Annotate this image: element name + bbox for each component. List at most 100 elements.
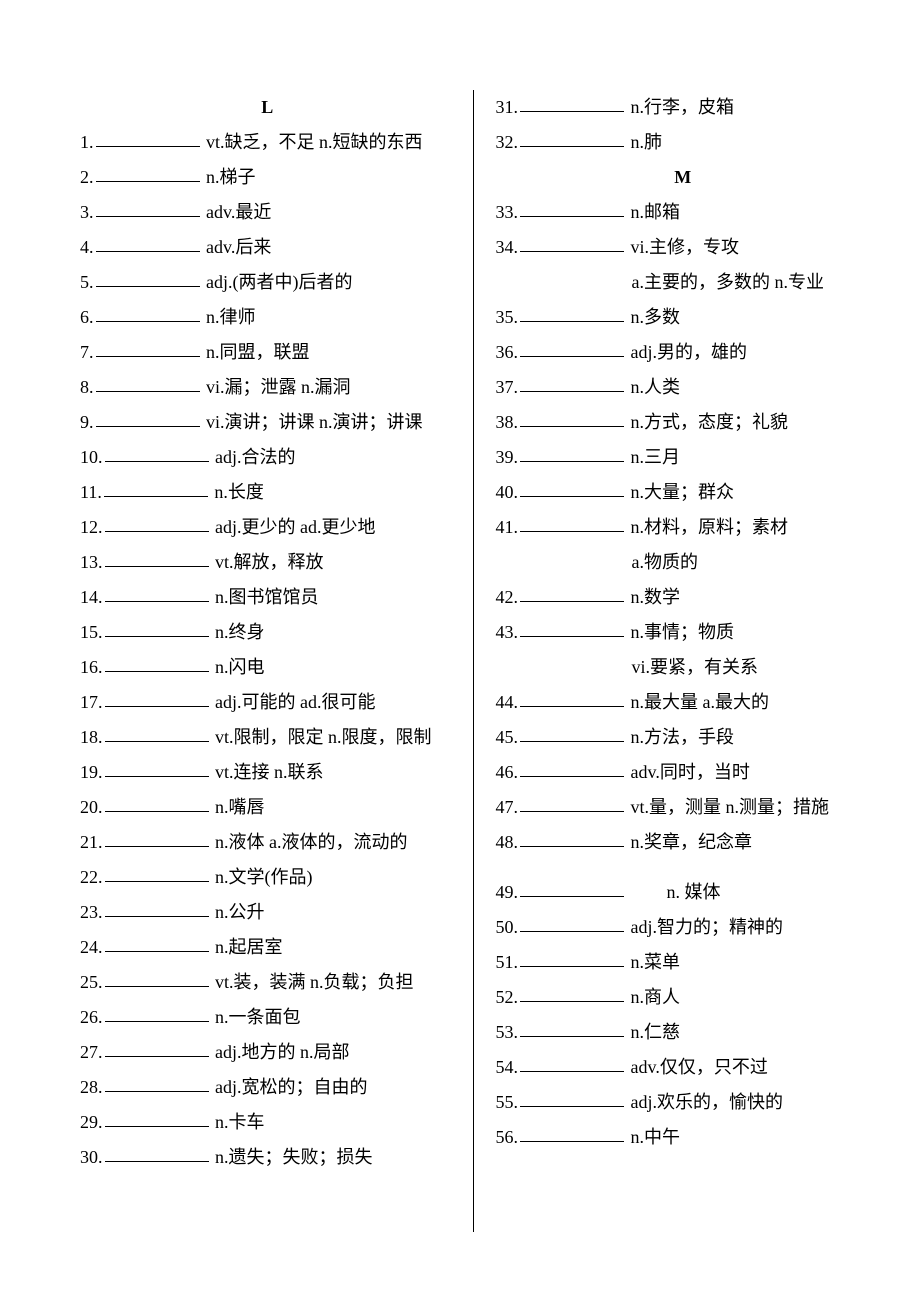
fill-blank[interactable]	[105, 829, 209, 847]
entry-number: 5.	[80, 265, 94, 300]
fill-blank[interactable]	[105, 794, 209, 812]
fill-blank[interactable]	[96, 199, 200, 217]
vocab-entry: 22. n.文学(作品)	[80, 860, 455, 895]
entry-definition: vi.演讲；讲课 n.演讲；讲课	[202, 412, 423, 432]
entry-number: 19.	[80, 755, 103, 790]
fill-blank[interactable]	[520, 689, 624, 707]
vocab-entry: 29. n.卡车	[80, 1105, 455, 1140]
fill-blank[interactable]	[105, 1004, 209, 1022]
fill-blank[interactable]	[520, 129, 624, 147]
fill-blank[interactable]	[96, 269, 200, 287]
fill-blank[interactable]	[520, 584, 624, 602]
fill-blank[interactable]	[520, 759, 624, 777]
fill-blank[interactable]	[105, 549, 209, 567]
fill-blank[interactable]	[520, 1019, 624, 1037]
vocab-entry: 25. vt.装，装满 n.负载；负担	[80, 965, 455, 1000]
fill-blank[interactable]	[105, 1039, 209, 1057]
fill-blank[interactable]	[520, 1089, 624, 1107]
vocab-entry: 41. n.材料，原料；素材	[496, 510, 871, 545]
fill-blank[interactable]	[105, 619, 209, 637]
entry-definition: n.起居室	[211, 937, 283, 957]
entry-definition: n.多数	[626, 307, 680, 327]
entry-number: 17.	[80, 685, 103, 720]
fill-blank[interactable]	[520, 444, 624, 462]
fill-blank[interactable]	[520, 1124, 624, 1142]
fill-blank[interactable]	[520, 514, 624, 532]
entry-number: 21.	[80, 825, 103, 860]
entry-definition: n.终身	[211, 622, 265, 642]
fill-blank[interactable]	[96, 374, 200, 392]
fill-blank[interactable]	[96, 164, 200, 182]
entry-number: 29.	[80, 1105, 103, 1140]
fill-blank[interactable]	[105, 689, 209, 707]
entry-definition: adj.地方的 n.局部	[211, 1042, 350, 1062]
fill-blank[interactable]	[105, 724, 209, 742]
fill-blank[interactable]	[520, 409, 624, 427]
entry-definition: n.肺	[626, 132, 662, 152]
fill-blank[interactable]	[105, 899, 209, 917]
entry-number: 27.	[80, 1035, 103, 1070]
fill-blank[interactable]	[520, 199, 624, 217]
entry-number: 22.	[80, 860, 103, 895]
entry-definition: vt.限制，限定 n.限度，限制	[211, 727, 432, 747]
section-header-l: L	[80, 90, 455, 125]
fill-blank[interactable]	[105, 934, 209, 952]
entry-number: 43.	[496, 615, 519, 650]
fill-blank[interactable]	[520, 339, 624, 357]
fill-blank[interactable]	[105, 444, 209, 462]
fill-blank[interactable]	[96, 339, 200, 357]
fill-blank[interactable]	[520, 1054, 624, 1072]
fill-blank[interactable]	[105, 864, 209, 882]
fill-blank[interactable]	[520, 879, 624, 897]
fill-blank[interactable]	[105, 654, 209, 672]
fill-blank[interactable]	[96, 304, 200, 322]
entry-number: 52.	[496, 980, 519, 1015]
gap	[496, 860, 871, 875]
fill-blank[interactable]	[520, 914, 624, 932]
fill-blank[interactable]	[520, 234, 624, 252]
entry-number: 31.	[496, 90, 519, 125]
fill-blank[interactable]	[105, 514, 209, 532]
fill-blank[interactable]	[520, 304, 624, 322]
fill-blank[interactable]	[96, 409, 200, 427]
entry-definition: n.菜单	[626, 952, 680, 972]
vocab-entry: 15. n.终身	[80, 615, 455, 650]
vocab-entry: 26. n.一条面包	[80, 1000, 455, 1035]
entry-number: 9.	[80, 405, 94, 440]
fill-blank[interactable]	[520, 94, 624, 112]
entry-number: 13.	[80, 545, 103, 580]
vocab-entry: 36. adj.男的，雄的	[496, 335, 871, 370]
entry-definition: vt.装，装满 n.负载；负担	[211, 972, 414, 992]
entry-number: 6.	[80, 300, 94, 335]
entry-definition: n.中午	[626, 1127, 680, 1147]
section-header-m: M	[496, 160, 871, 195]
fill-blank[interactable]	[520, 949, 624, 967]
entry-number: 1.	[80, 125, 94, 160]
entry-number: 38.	[496, 405, 519, 440]
fill-blank[interactable]	[520, 724, 624, 742]
fill-blank[interactable]	[96, 234, 200, 252]
fill-blank[interactable]	[520, 984, 624, 1002]
fill-blank[interactable]	[520, 479, 624, 497]
vocab-entry: 19. vt.连接 n.联系	[80, 755, 455, 790]
entry-definition: n.律师	[202, 307, 256, 327]
fill-blank[interactable]	[105, 969, 209, 987]
entry-number: 53.	[496, 1015, 519, 1050]
entry-number: 45.	[496, 720, 519, 755]
fill-blank[interactable]	[105, 584, 209, 602]
fill-blank[interactable]	[96, 129, 200, 147]
entry-number: 48.	[496, 825, 519, 860]
fill-blank[interactable]	[105, 1109, 209, 1127]
fill-blank[interactable]	[105, 759, 209, 777]
right-column: 31. n.行李，皮箱32. n.肺 M 33. n.邮箱34. vi.主修，专…	[474, 90, 871, 1232]
fill-blank[interactable]	[105, 1074, 209, 1092]
vocab-entry: 4. adv.后来	[80, 230, 455, 265]
fill-blank[interactable]	[520, 619, 624, 637]
fill-blank[interactable]	[104, 479, 208, 497]
entry-definition: adj.男的，雄的	[626, 342, 747, 362]
fill-blank[interactable]	[105, 1144, 209, 1162]
fill-blank[interactable]	[520, 829, 624, 847]
entry-definition: n.图书馆馆员	[211, 587, 319, 607]
fill-blank[interactable]	[520, 374, 624, 392]
fill-blank[interactable]	[520, 794, 624, 812]
